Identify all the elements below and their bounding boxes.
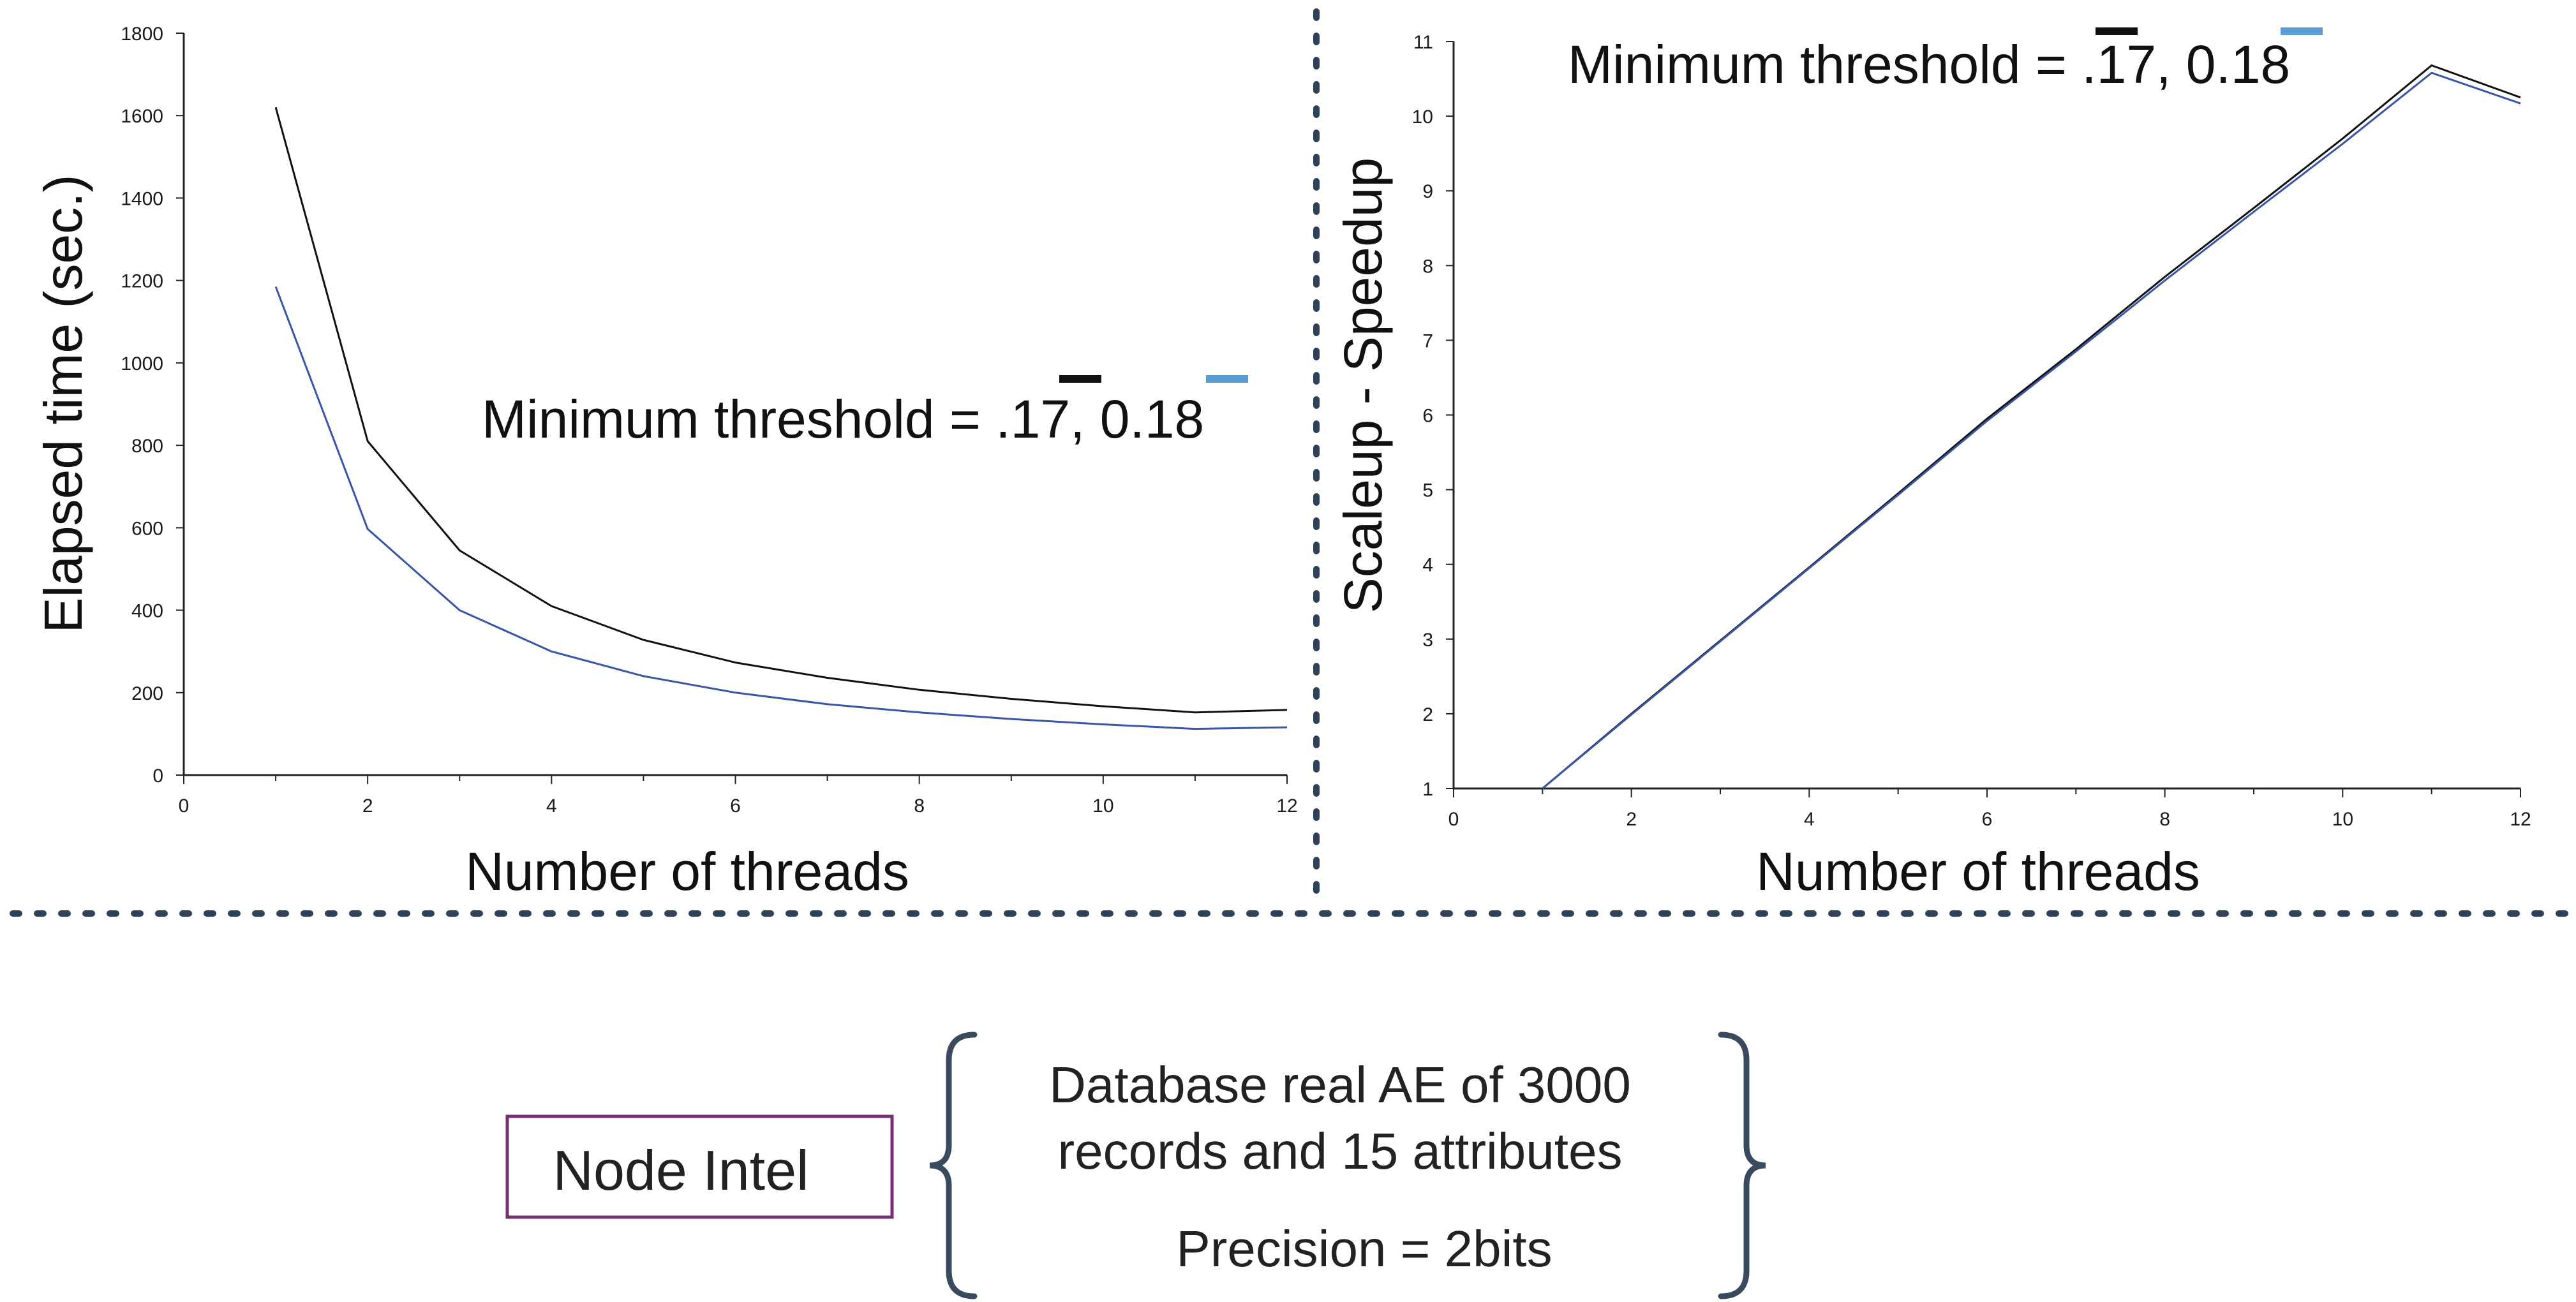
brace-line-2: records and 15 attributes: [1058, 1123, 1623, 1180]
right-annotation: Minimum threshold = .17, 0.18: [1568, 27, 2323, 94]
right-series-1-line: [1542, 64, 2521, 790]
left-y-tick-label: 200: [131, 683, 163, 704]
right-y-tick-label: 10: [1412, 107, 1433, 128]
node-label: Node Intel: [553, 1139, 808, 1202]
right-y-tick-label: 5: [1422, 480, 1433, 501]
left-series-1-line: [274, 107, 1288, 714]
left-series-2-line: [274, 286, 1288, 730]
left-series-lines: [274, 107, 1288, 730]
right-y-tick-label: 3: [1422, 630, 1433, 651]
right-y-tick-label: 9: [1422, 181, 1433, 202]
right-brace: [1718, 1032, 1766, 1299]
right-legend-blue-bar: [2281, 27, 2323, 35]
left-y-tick-label: 1200: [121, 271, 163, 292]
right-y-tick-label: 11: [1413, 32, 1433, 53]
right-y-tick-label: 8: [1422, 256, 1433, 277]
right-x-tick-label: 10: [2332, 809, 2353, 830]
left-y-axis-title: Elapsed time (sec.): [33, 175, 93, 633]
right-annotation-prefix: Minimum threshold = .: [1568, 34, 2097, 94]
right-x-tick-label: 0: [1448, 809, 1459, 830]
left-y-tick-label: 0: [153, 766, 163, 787]
node-section: Node Intel Database real AE of 3000 reco…: [505, 1032, 1766, 1299]
left-y-tick-label: 600: [131, 518, 163, 539]
right-y-tick-label: 6: [1422, 406, 1433, 427]
right-x-tick-label: 6: [1982, 809, 1993, 830]
right-y-tick-label: 1: [1422, 779, 1433, 800]
left-x-tick-label: 8: [914, 795, 925, 817]
brace-line-1: Database real AE of 3000: [1049, 1056, 1631, 1113]
right-x-axis-title: Number of threads: [1756, 841, 2200, 901]
right-y-tick-label: 4: [1422, 555, 1433, 576]
right-annotation-sep: ,: [2156, 34, 2186, 94]
right-x-tick-label: 2: [1626, 809, 1637, 830]
node-box: [505, 1114, 894, 1219]
left-x-tick-label: 10: [1092, 795, 1113, 817]
svg-text:Minimum threshold = .17, 0.18: Minimum threshold = .17, 0.18: [1568, 34, 2290, 94]
left-annotation-value-a: 17: [1011, 389, 1070, 449]
left-x-tick-label: 0: [179, 795, 190, 817]
left-y-tick-label: 1800: [121, 24, 163, 45]
right-x-tick-label: 12: [2510, 809, 2531, 830]
left-y-tick-label: 800: [131, 436, 163, 457]
left-annotation-sep: ,: [1070, 389, 1100, 449]
left-annotation-prefix: Minimum threshold = .: [482, 389, 1011, 449]
brace-line-3: Precision = 2bits: [1176, 1220, 1552, 1277]
left-y-tick-label: 1000: [121, 353, 163, 374]
left-legend-blue-bar: [1206, 375, 1248, 383]
left-ticks: 0 2 4 6 8 10 12 0 200 400 600 800 1000 1200 1400 1600 18…: [121, 24, 1297, 817]
right-y-tick-label: 7: [1422, 330, 1433, 351]
right-x-tick-label: 8: [2159, 809, 2170, 830]
right-series-lines: [1542, 64, 2521, 790]
right-legend-black-bar: [2096, 27, 2138, 35]
elapsed-time-chart: 0 2 4 6 8 10 12 0 200 400 600 800 1000 1200 1400 1600 18…: [33, 24, 1298, 901]
left-legend-black-bar: [1059, 375, 1101, 383]
left-annotation-value-b: 0.18: [1100, 389, 1205, 449]
left-x-tick-label: 2: [362, 795, 373, 817]
right-y-tick-label: 2: [1422, 704, 1433, 725]
left-y-tick-label: 1600: [121, 106, 163, 127]
svg-text:Minimum threshold = .17, 0.18: Minimum threshold = .17, 0.18: [482, 389, 1204, 449]
left-annotation: Minimum threshold = .17, 0.18: [482, 375, 1248, 449]
right-axes: [1452, 41, 2520, 790]
right-y-axis-title: Scaleup - Speedup: [1333, 158, 1393, 614]
left-x-tick-label: 12: [1276, 795, 1297, 817]
right-series-2-line: [1542, 71, 2521, 790]
left-x-tick-label: 6: [730, 795, 741, 817]
left-x-axis-title: Number of threads: [465, 841, 909, 901]
right-x-tick-label: 4: [1804, 809, 1815, 830]
left-y-tick-label: 1400: [121, 188, 163, 209]
left-brace: [929, 1032, 978, 1299]
right-annotation-value-b: 0.18: [2186, 34, 2291, 94]
left-y-tick-label: 400: [131, 601, 163, 622]
left-x-tick-label: 4: [546, 795, 557, 817]
right-annotation-value-a: 17: [2097, 34, 2156, 94]
